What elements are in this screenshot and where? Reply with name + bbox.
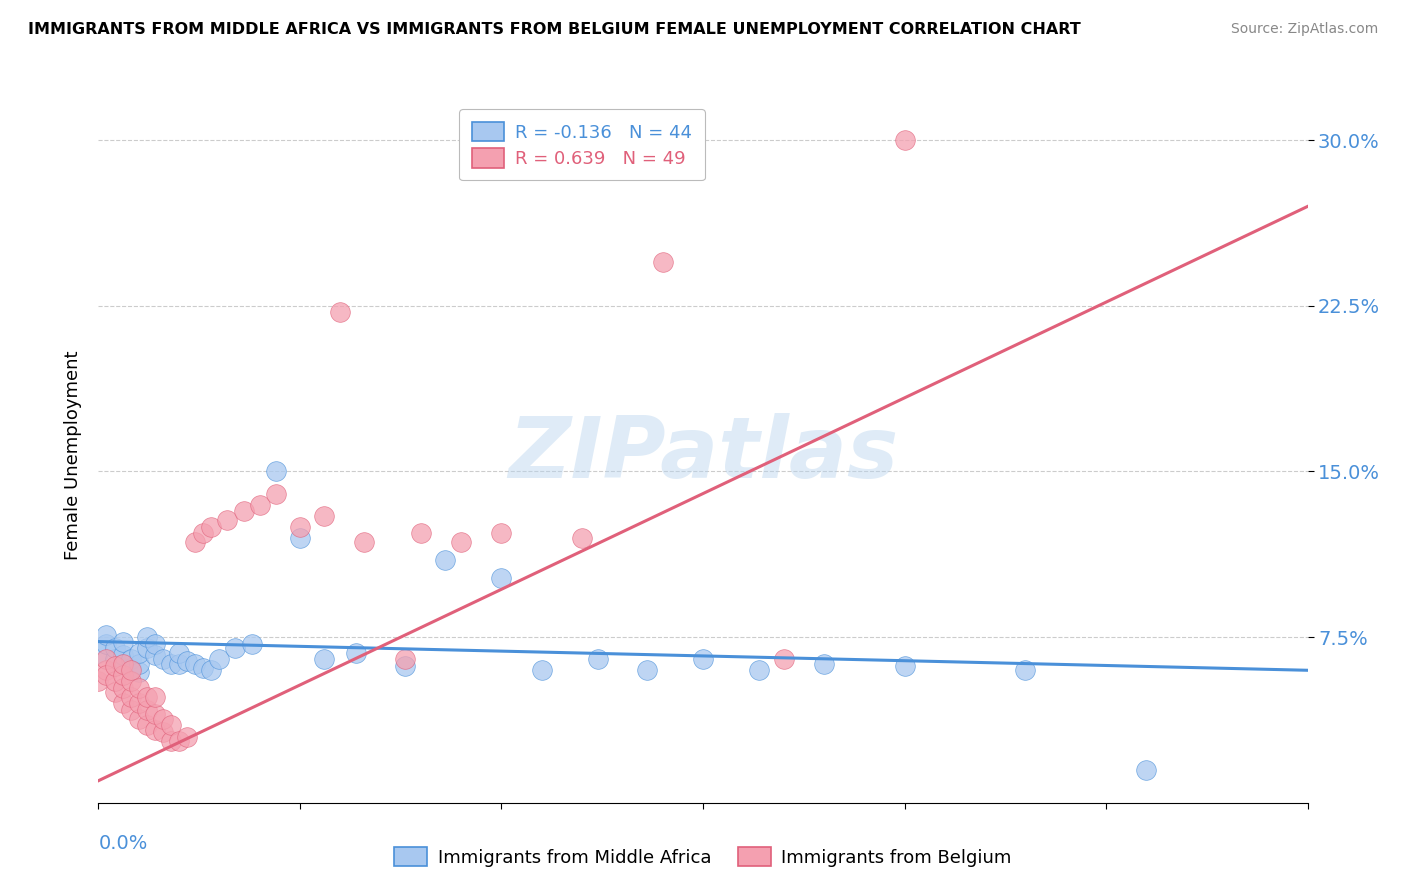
Point xyxy=(314,508,336,523)
Point xyxy=(87,646,110,660)
Point xyxy=(394,658,416,673)
Point xyxy=(288,519,311,533)
Point xyxy=(111,681,134,695)
Point xyxy=(1014,663,1036,677)
Point xyxy=(120,652,142,666)
Point xyxy=(152,725,174,739)
Point xyxy=(314,652,336,666)
Point xyxy=(240,637,263,651)
Point xyxy=(143,648,166,662)
Point xyxy=(120,674,142,689)
Point xyxy=(152,712,174,726)
Point xyxy=(160,718,183,732)
Point xyxy=(232,504,254,518)
Point xyxy=(96,667,118,681)
Point xyxy=(1135,763,1157,777)
Point xyxy=(96,663,118,677)
Point xyxy=(200,663,222,677)
Point xyxy=(128,712,150,726)
Point xyxy=(128,646,150,660)
Point xyxy=(103,685,125,699)
Point xyxy=(103,652,125,666)
Point xyxy=(111,648,134,662)
Point xyxy=(167,646,190,660)
Point xyxy=(120,690,142,704)
Point xyxy=(152,652,174,666)
Point xyxy=(96,628,118,642)
Point xyxy=(176,730,198,744)
Point xyxy=(409,526,432,541)
Point xyxy=(813,657,835,671)
Point xyxy=(249,498,271,512)
Point xyxy=(111,657,134,671)
Point xyxy=(586,652,609,666)
Point xyxy=(184,657,207,671)
Text: ZIPatlas: ZIPatlas xyxy=(508,413,898,497)
Point xyxy=(176,655,198,669)
Point xyxy=(120,663,142,677)
Point xyxy=(208,652,231,666)
Point xyxy=(128,681,150,695)
Point xyxy=(111,667,134,681)
Point xyxy=(193,526,215,541)
Point xyxy=(450,535,472,549)
Point xyxy=(184,535,207,549)
Point xyxy=(143,723,166,737)
Point xyxy=(264,486,287,500)
Point xyxy=(160,657,183,671)
Point xyxy=(193,661,215,675)
Text: IMMIGRANTS FROM MIDDLE AFRICA VS IMMIGRANTS FROM BELGIUM FEMALE UNEMPLOYMENT COR: IMMIGRANTS FROM MIDDLE AFRICA VS IMMIGRA… xyxy=(28,22,1081,37)
Point xyxy=(491,570,513,584)
Text: 0.0%: 0.0% xyxy=(98,834,148,853)
Point xyxy=(692,652,714,666)
Point xyxy=(111,697,134,711)
Y-axis label: Female Unemployment: Female Unemployment xyxy=(63,351,82,559)
Point xyxy=(96,652,118,666)
Point xyxy=(264,465,287,479)
Point xyxy=(160,734,183,748)
Point xyxy=(491,526,513,541)
Point xyxy=(288,531,311,545)
Text: Source: ZipAtlas.com: Source: ZipAtlas.com xyxy=(1230,22,1378,37)
Point xyxy=(530,663,553,677)
Point xyxy=(217,513,239,527)
Point xyxy=(167,657,190,671)
Point xyxy=(120,661,142,675)
Point xyxy=(636,663,658,677)
Point xyxy=(893,658,915,673)
Point xyxy=(143,690,166,704)
Point xyxy=(748,663,770,677)
Point xyxy=(87,674,110,689)
Point xyxy=(135,703,157,717)
Point xyxy=(103,674,125,689)
Point xyxy=(434,553,457,567)
Point xyxy=(143,707,166,722)
Point xyxy=(135,690,157,704)
Point xyxy=(135,718,157,732)
Point xyxy=(772,652,794,666)
Point xyxy=(135,630,157,644)
Point xyxy=(111,634,134,648)
Point xyxy=(135,641,157,656)
Point xyxy=(103,641,125,656)
Point xyxy=(651,254,673,268)
Point xyxy=(143,637,166,651)
Point xyxy=(353,535,375,549)
Point xyxy=(571,531,593,545)
Point xyxy=(224,641,246,656)
Point xyxy=(128,665,150,680)
Point xyxy=(128,657,150,671)
Point xyxy=(893,133,915,147)
Point xyxy=(111,657,134,671)
Point xyxy=(344,646,367,660)
Point xyxy=(120,703,142,717)
Point xyxy=(394,652,416,666)
Point xyxy=(103,658,125,673)
Point xyxy=(96,637,118,651)
Point xyxy=(167,734,190,748)
Point xyxy=(200,519,222,533)
Point xyxy=(329,305,352,319)
Legend: Immigrants from Middle Africa, Immigrants from Belgium: Immigrants from Middle Africa, Immigrant… xyxy=(387,839,1019,874)
Point xyxy=(128,697,150,711)
